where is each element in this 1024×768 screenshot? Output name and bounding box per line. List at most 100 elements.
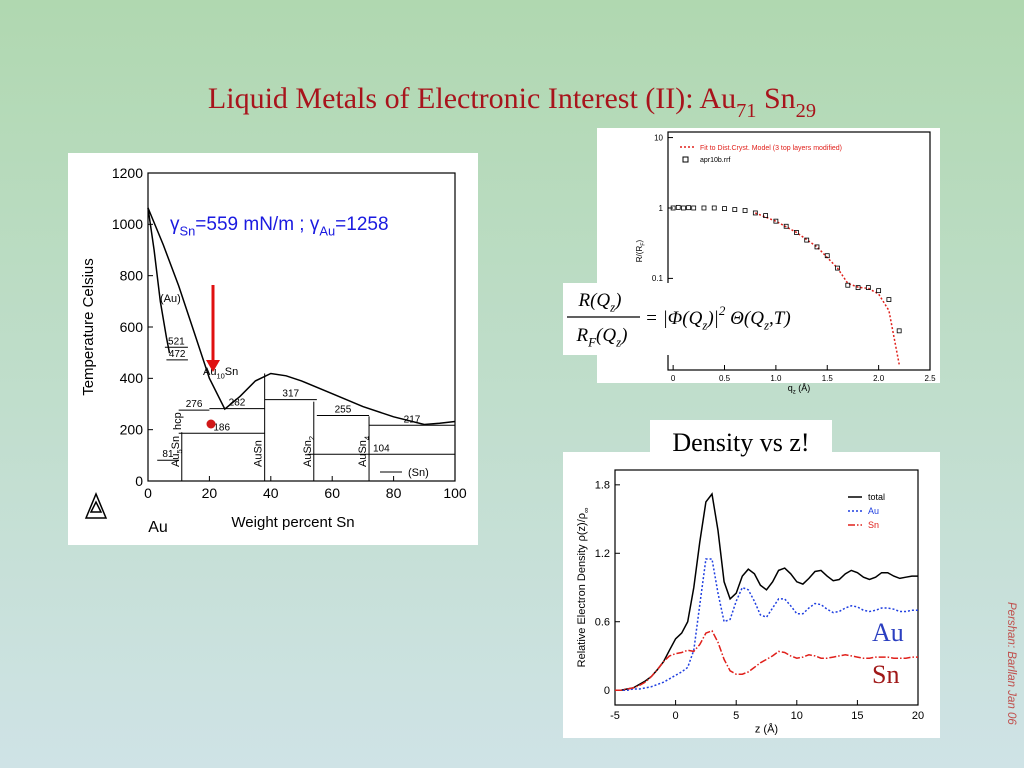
phase-label-part: AuSn [357, 440, 369, 467]
annotation-part: γ [170, 214, 180, 235]
x-tick-label: -5 [610, 710, 620, 722]
region-label: (Sn) [408, 467, 429, 479]
slide-title-part: Liquid Metals of Electronic Interest (II… [208, 82, 736, 115]
phase-panel [68, 153, 478, 545]
isotherm-label: 81 [162, 449, 174, 460]
series-line [755, 212, 900, 365]
region-label-part: 10 [216, 371, 224, 380]
logo [84, 492, 108, 519]
isotherm-label: 186 [213, 422, 230, 433]
x-tick-label: 40 [263, 485, 279, 501]
series-line [615, 492, 918, 691]
x-tick-label: 0 [144, 485, 152, 501]
slide-title-part: 29 [796, 100, 816, 122]
data-point [675, 204, 681, 210]
x-axis-label-part: q [788, 383, 793, 393]
series-line [147, 207, 171, 354]
data-point [804, 237, 810, 243]
isotherm-label: 521 [168, 336, 185, 347]
heading-box [650, 420, 832, 462]
data-point [845, 282, 851, 288]
data-point [742, 208, 748, 213]
isotherm-label: 104 [373, 443, 390, 454]
au-label: Au [872, 618, 904, 647]
phase-label: AuSn2 [302, 436, 316, 467]
region-label-part: Sn [225, 366, 238, 378]
y-tick-label: 200 [120, 422, 144, 438]
x-tick-label: 60 [324, 485, 340, 501]
data-point [691, 205, 697, 211]
formula-denominator-part: z [615, 335, 621, 350]
x-axis-label: Weight percent Sn [231, 514, 354, 531]
x-tick-label: 100 [443, 485, 467, 501]
formula-rhs-part: z [701, 318, 707, 333]
slide-title-part: Sn [756, 82, 795, 115]
x-tick-label: 20 [202, 485, 218, 501]
data-point [824, 253, 830, 259]
data-point [681, 205, 686, 211]
sn-label: Sn [872, 660, 899, 689]
y-axis-label-part: R/(R [635, 246, 644, 263]
y-tick-label: 10 [654, 133, 663, 142]
data-point [701, 205, 707, 211]
x-tick-label: 0.5 [719, 374, 731, 383]
legend-swatch [682, 156, 689, 163]
y-axis-label-part: ∞ [581, 508, 590, 513]
formula-denominator-part: ) [620, 325, 627, 346]
phase-label-part: Sn [170, 436, 182, 449]
y-tick-label: 1.2 [595, 548, 610, 560]
formula-rhs: = |Φ(Qz)|2 Θ(Qz,T) [645, 303, 791, 333]
phase-label: AuSn4 [357, 436, 371, 467]
x-tick-label: 1.5 [822, 374, 834, 383]
y-axis-label: R/(RF) [635, 239, 646, 262]
isotherm-label: 317 [282, 389, 299, 400]
y-tick-label: 0.6 [595, 617, 610, 629]
formula-rhs-part: = |Φ(Q [645, 308, 703, 329]
formula-power: 2 [719, 303, 726, 318]
content: Liquid Metals of Electronic Interest (II… [80, 82, 1017, 736]
x-tick-label: 2.5 [924, 374, 936, 383]
legend-label: apr10b.rrf [700, 157, 730, 164]
data-point [732, 207, 738, 212]
isotherm-label: 472 [169, 349, 186, 360]
formula-denominator-part: (Q [596, 325, 616, 346]
x-axis-label: qz (Å) [788, 383, 811, 396]
plot-frame [667, 131, 931, 371]
region-label: (Au) [160, 293, 181, 305]
y-axis-label: Relative Electron Density ρ(z)/ρ∞ [576, 508, 590, 668]
slide-title-part: 71 [736, 100, 756, 122]
credit: Pershan: Barllan Jan 06 [1005, 602, 1017, 725]
data-point [783, 223, 789, 229]
formula-numerator: R(Qz) [577, 290, 621, 315]
x-tick-label: 15 [851, 710, 863, 722]
annotation-part: =559 mN/m ; γ [195, 214, 320, 235]
data-point [855, 285, 861, 291]
annotation-part: Sn [180, 224, 196, 239]
formula-rhs-part: z [763, 318, 769, 333]
phase-label-part: Au [170, 454, 182, 467]
density-heading: Density vs z! [672, 428, 809, 457]
annotation: γSn=559 mN/m ; γAu=1258 [170, 214, 389, 239]
data-point [835, 265, 840, 271]
series-line [147, 207, 456, 426]
x-tick-label: 10 [791, 710, 803, 722]
legend-label: Fit to Dist.Cryst. Model (3 top layers m… [700, 145, 842, 152]
region-label: hcp [172, 412, 184, 430]
legend-label: total [868, 492, 885, 502]
y-tick-label: 0 [135, 473, 143, 489]
isotherm-label: 217 [404, 414, 421, 425]
isotherm-label: 276 [186, 399, 203, 410]
x-tick-label: 20 [912, 710, 924, 722]
x-tick-label: 0 [673, 710, 679, 722]
y-tick-label: 600 [120, 319, 144, 335]
formula-rhs-part: )| [706, 308, 719, 329]
phase-label-part: 2 [307, 436, 316, 440]
y-tick-label: 1.8 [595, 480, 610, 492]
data-point [865, 285, 871, 291]
annotation-part: Au [319, 224, 335, 239]
data-point [814, 244, 820, 250]
formula-denominator-part: F [587, 335, 596, 350]
data-point [773, 218, 779, 224]
y-tick-label: 1 [659, 204, 664, 213]
